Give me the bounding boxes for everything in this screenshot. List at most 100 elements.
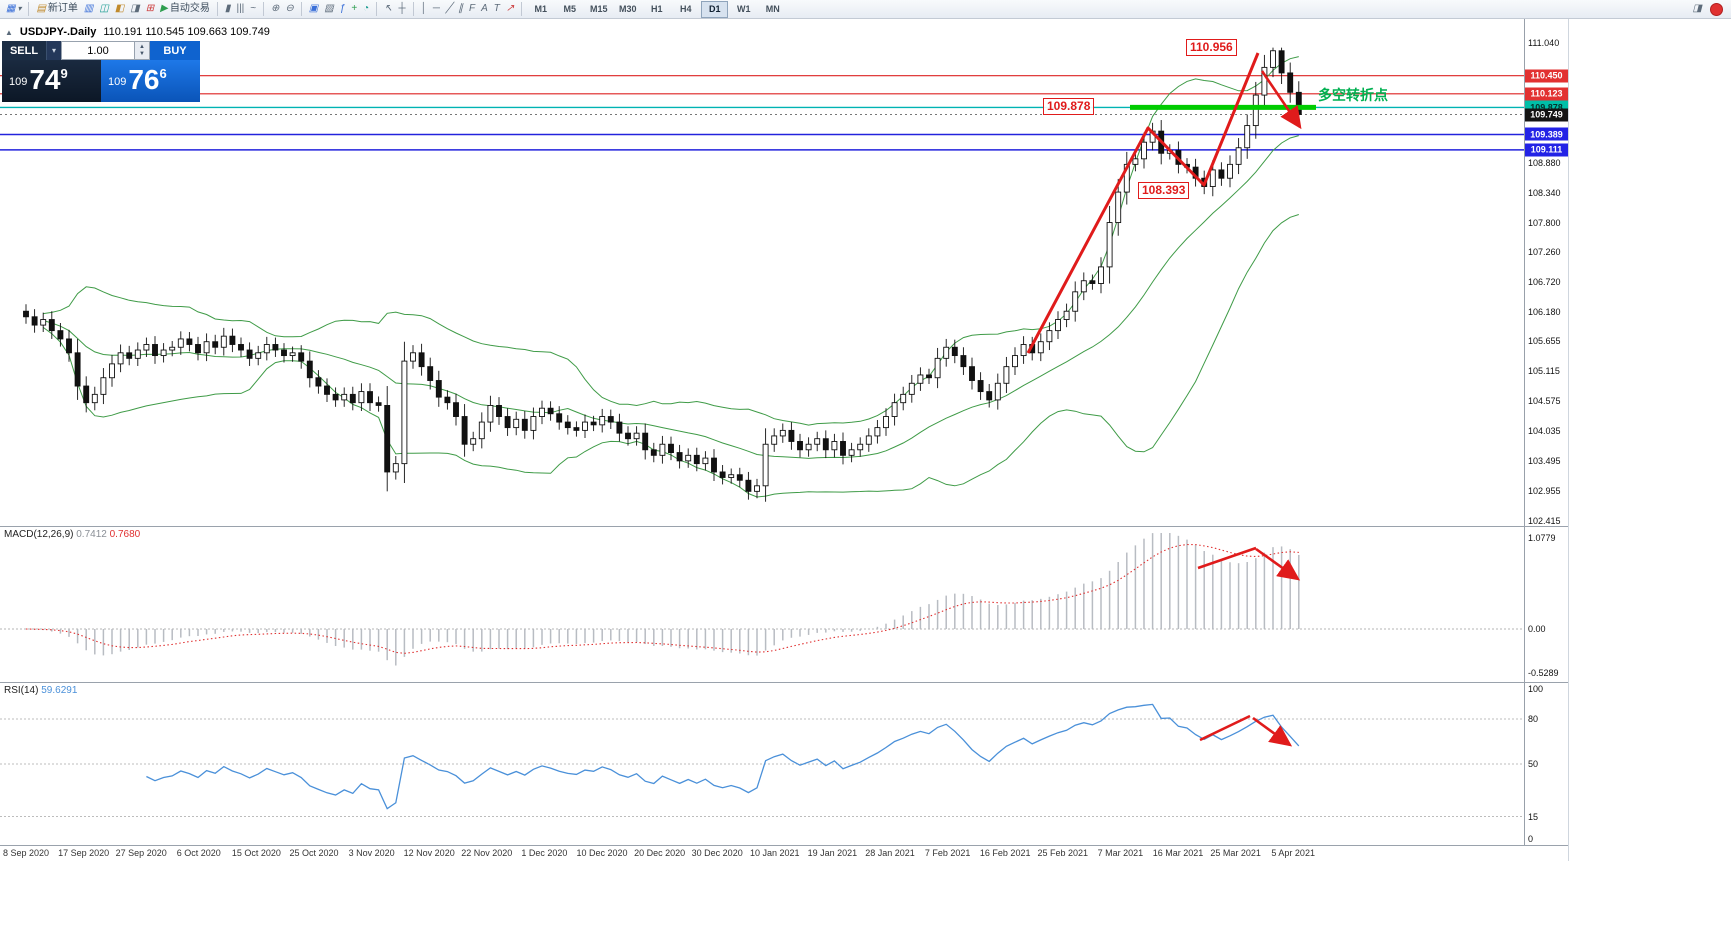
- periods-button[interactable]: ◔: [360, 1, 372, 17]
- rsi-axis-label: 100: [1528, 684, 1544, 694]
- date-label: 20 Dec 2020: [634, 848, 686, 858]
- timeframe-M5[interactable]: M5: [563, 4, 577, 14]
- lot-dropdown-button[interactable]: ▾: [46, 41, 61, 60]
- date-label: 10 Jan 2021: [750, 848, 800, 858]
- price-axis-label: 106.720: [1528, 277, 1561, 288]
- lot-spinner[interactable]: ▲ ▼: [135, 41, 150, 60]
- macd-plot[interactable]: [0, 527, 1524, 682]
- spin-up-icon[interactable]: ▲: [139, 43, 145, 50]
- date-label: 25 Oct 2020: [289, 848, 339, 858]
- date-axis[interactable]: 8 Sep 2020 17 Sep 2020 27 Sep 2020 6 Oct 20…: [0, 846, 1568, 861]
- timeframe-H1[interactable]: H1: [651, 4, 663, 14]
- down-arrow: [1260, 70, 1302, 130]
- templates-button[interactable]: ▨: [321, 1, 336, 17]
- new-order-button[interactable]: ▤ 新订单: [36, 3, 78, 14]
- buy-price-button[interactable]: 109 76 6: [101, 60, 200, 102]
- candles: [23, 47, 1302, 502]
- price-axis-label: 104.575: [1528, 396, 1561, 407]
- trendline-tool[interactable]: ╱: [443, 1, 455, 17]
- rsi-trend-line: [1199, 714, 1251, 742]
- navigator-icon: ◧: [114, 3, 125, 14]
- timeframe-M1[interactable]: M1: [534, 4, 548, 14]
- cursor-tool-button[interactable]: ↖: [381, 1, 395, 17]
- timeframe-H4[interactable]: H4: [680, 4, 692, 14]
- macd-histogram: [33, 533, 1300, 666]
- zoom-in-button[interactable]: ⊕: [268, 1, 282, 17]
- bollinger-bands: [42, 56, 1299, 498]
- rsi-down-arrow: [1252, 716, 1293, 747]
- macd-axis[interactable]: 1.0779 0.00 -0.5289: [1524, 527, 1568, 682]
- rsi-panel: RSI(14) 59.6291 100 80 50 15 0: [0, 683, 1568, 845]
- text-icon: A: [481, 3, 488, 14]
- channel-tool[interactable]: ∥: [455, 1, 466, 17]
- candlestick-chart-icon: ▮: [224, 3, 231, 14]
- sell-button[interactable]: SELL: [2, 41, 46, 60]
- buy-button[interactable]: BUY: [150, 41, 200, 60]
- vertical-line-icon: │: [420, 3, 427, 14]
- rsi-plot[interactable]: [0, 683, 1524, 845]
- price-line-label: 109.389: [1525, 127, 1568, 141]
- timeframe-MN[interactable]: MN: [765, 4, 780, 14]
- candle-chart-button[interactable]: ▮: [222, 1, 234, 17]
- rsi-axis-label: 50: [1528, 759, 1539, 769]
- spin-down-icon[interactable]: ▼: [139, 50, 145, 57]
- timeframe-M30[interactable]: M30: [619, 4, 637, 14]
- price-annotation: 109.878: [1043, 98, 1095, 115]
- add-indicator-button[interactable]: +: [348, 1, 360, 17]
- lot-size-input[interactable]: [61, 41, 135, 60]
- zoom-out-button[interactable]: ⊖: [282, 1, 296, 17]
- timeframe-W1[interactable]: W1: [737, 4, 751, 14]
- date-label: 22 Nov 2020: [461, 848, 513, 858]
- fibonacci-tool[interactable]: F: [466, 1, 478, 17]
- panel-divider[interactable]: [0, 682, 1568, 683]
- indicators-button[interactable]: ƒ: [337, 1, 349, 17]
- line-chart-button[interactable]: ~: [247, 1, 259, 17]
- horizontal-line-tool[interactable]: ─: [430, 1, 443, 17]
- panel-divider[interactable]: [0, 526, 1568, 527]
- arrow-icon: ↗: [505, 3, 515, 14]
- rsi-axis[interactable]: 100 80 50 15 0: [1524, 683, 1568, 845]
- price-chart-plot[interactable]: [0, 19, 1524, 526]
- vertical-line-tool[interactable]: │: [418, 1, 430, 17]
- navigator-button[interactable]: ◧: [112, 1, 127, 17]
- market-watch-button[interactable]: ▥: [81, 1, 96, 17]
- tile-windows-icon: ▣: [308, 3, 319, 14]
- sell-price-button[interactable]: 109 74 9: [2, 60, 101, 102]
- window-menu-button[interactable]: ◨: [1690, 1, 1705, 17]
- templates-icon: ▨: [324, 3, 334, 14]
- rsi-line: [146, 703, 1300, 810]
- notification-badge[interactable]: [1710, 2, 1723, 16]
- zoom-out-icon: ⊖: [285, 3, 294, 14]
- toolbar-separator: [300, 2, 302, 16]
- text-tool[interactable]: A: [478, 1, 491, 17]
- trend-drawings[interactable]: [1026, 52, 1316, 354]
- strategy-tester-button[interactable]: ⊞: [143, 1, 157, 17]
- data-window-button[interactable]: ◫: [96, 1, 111, 17]
- timeframe-toolbar: M1 M5 M15 M30 H1 H4 D1 W1 MN: [526, 0, 787, 18]
- label-tool[interactable]: T: [491, 1, 503, 17]
- terminal-button[interactable]: ◨: [127, 1, 142, 17]
- bar-chart-button[interactable]: |||: [233, 1, 247, 17]
- date-label: 10 Dec 2020: [576, 848, 628, 858]
- autotrading-button[interactable]: ▶ 自动交易: [160, 3, 210, 14]
- price-axis-label: 107.260: [1528, 247, 1561, 258]
- toolbar-separator: [216, 2, 218, 16]
- timeframe-D1[interactable]: D1: [701, 0, 729, 18]
- chart-window-icon: ▦: [6, 3, 16, 14]
- horizontal-level-lines[interactable]: [0, 75, 1524, 151]
- chevron-down-icon: ▾: [17, 4, 22, 13]
- tile-windows-button[interactable]: ▣: [306, 1, 321, 17]
- arrows-tool[interactable]: ↗: [503, 1, 517, 17]
- chart-window-button[interactable]: ▦ ▾: [3, 1, 24, 17]
- price-axis[interactable]: 111.040 108.880 108.340 107.800 107.260 106.7…: [1524, 19, 1568, 526]
- rsi-axis-label: 0: [1528, 834, 1534, 844]
- crosshair-tool-button[interactable]: ┼: [396, 1, 409, 17]
- rsi-axis-label: 80: [1528, 714, 1539, 724]
- horizontal-line-icon: ─: [432, 3, 440, 14]
- toolbar-right-group: ◨: [1690, 1, 1728, 17]
- ohlc-values: 110.191 110.545 109.663 109.749: [103, 26, 270, 38]
- timeframe-M15[interactable]: M15: [590, 4, 608, 14]
- price-axis-label: 102.415: [1528, 515, 1561, 526]
- strategy-tester-icon: ⊞: [145, 3, 155, 14]
